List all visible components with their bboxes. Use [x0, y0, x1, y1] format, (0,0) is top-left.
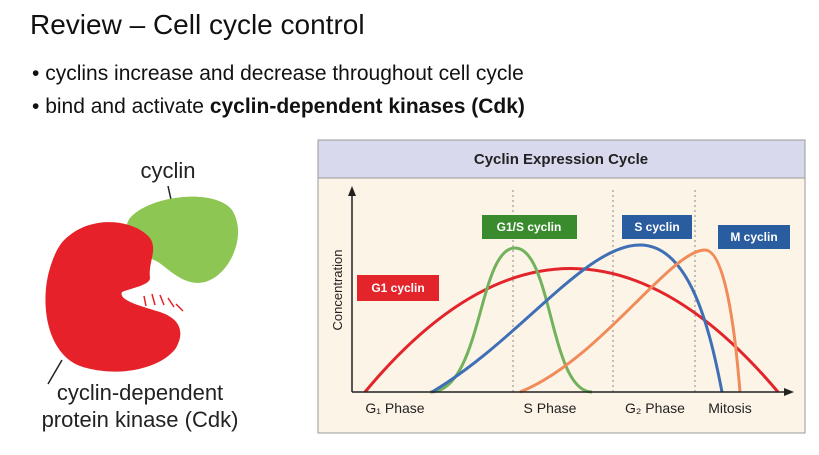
bullet: • cyclins increase and decrease througho… [32, 62, 524, 85]
y-label: Concentration [330, 250, 345, 331]
phase-dividers [512, 190, 696, 392]
label-box [482, 215, 577, 239]
bullet-bold: cyclin-dependent kinases (Cdk) [210, 95, 525, 118]
s-curve [431, 243, 724, 394]
phase-label: Mitosis [708, 400, 752, 416]
cdk-label: protein kinase (Cdk) [42, 407, 239, 432]
g1s-curve [429, 246, 593, 394]
bullet-text: cyclins increase and decrease throughout… [45, 62, 524, 85]
label-box [622, 215, 692, 239]
curve-label: S cyclin [634, 220, 679, 234]
phase-label: S Phase [524, 400, 577, 416]
phase-label: G₂ Phase [625, 400, 685, 416]
m-curve [519, 248, 742, 394]
cyclin-shape [126, 196, 239, 283]
curve-label: M cyclin [730, 230, 777, 244]
slide-title: Review – Cell cycle control [30, 9, 365, 40]
bullet-text: bind and activate [45, 95, 210, 118]
pointer [47, 359, 63, 385]
phase-label: G₁ Phase [365, 400, 424, 416]
label-box [357, 275, 439, 301]
arrow [784, 388, 794, 396]
cdk-label: cyclin-dependent [57, 380, 223, 405]
figure-header [317, 139, 806, 179]
arrow [348, 186, 356, 196]
label-box [718, 225, 790, 249]
cyclin-label: cyclin [140, 158, 195, 183]
curve-label: G1/S cyclin [497, 220, 562, 234]
g1-curve [363, 267, 780, 393]
cdk-shape [45, 222, 181, 372]
curve-label: G1 cyclin [371, 281, 424, 295]
figure-title: Cyclin Expression Cycle [474, 151, 648, 168]
bullet: • bind and activate cyclin-dependent kin… [32, 95, 525, 118]
binding-lines [143, 293, 184, 312]
